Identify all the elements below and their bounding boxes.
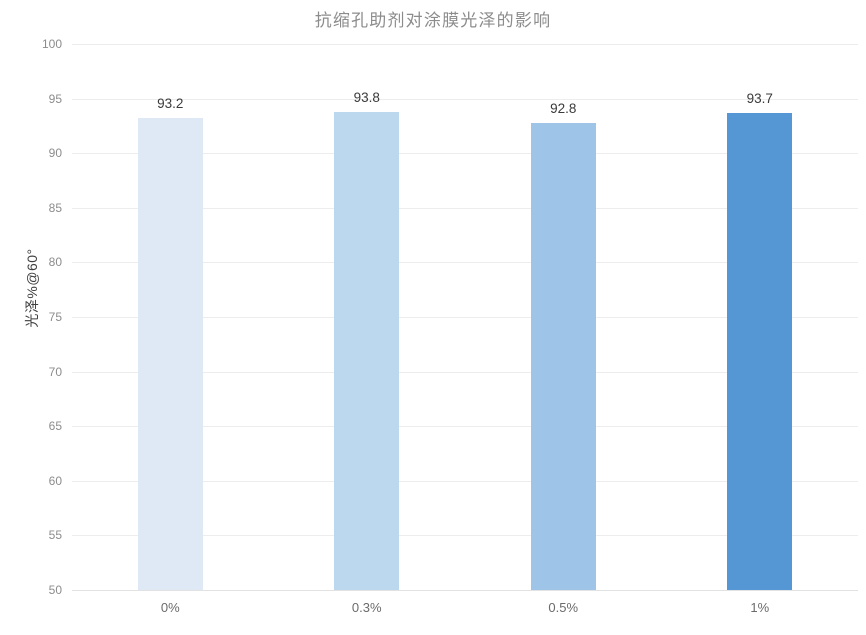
chart-title: 抗缩孔助剂对涂膜光泽的影响 [314,11,552,30]
gridline [72,317,858,318]
y-axis-tick-label: 50 [48,583,62,597]
y-axis-tick-label: 55 [48,528,62,543]
x-axis-tick-label: 0.3% [351,600,382,615]
gridline [72,44,858,45]
x-axis-tick-label: 0.5% [548,600,579,615]
x-axis-tick-label: 0% [160,600,180,615]
gridline [72,153,858,155]
bar[interactable] [530,122,596,590]
y-axis-tick-label: 70 [48,364,62,379]
y-axis-tick-label: 75 [48,310,62,324]
bar-value-label: 93.2 [157,96,184,112]
gridline [72,371,858,373]
bar[interactable] [727,112,793,590]
bar-value-label: 92.8 [550,100,577,116]
plot-area: 93.2 93.8 92.8 93.7 [72,44,858,591]
y-axis-tick-labels: 100 95 90 85 80 75 70 65 60 55 50 [0,37,62,597]
gridline [72,426,858,428]
y-axis-tick-label: 60 [48,473,62,488]
gridline [72,480,858,482]
y-axis-tick-label: 85 [48,200,62,215]
x-axis-tick-label: 1% [750,600,770,615]
y-axis-tick-label: 95 [48,91,62,106]
gridline [72,207,858,209]
y-axis-tick-label: 100 [41,37,62,51]
gridline [72,590,858,591]
bar[interactable] [137,118,203,590]
bar[interactable] [334,111,400,590]
gridline [72,262,858,264]
y-axis-tick-label: 80 [48,255,62,270]
bar-value-label: 93.8 [353,89,380,105]
gridline [72,535,858,537]
y-axis-tick-label: 90 [48,146,62,161]
gridline [72,98,858,100]
bar-value-label: 93.7 [746,90,773,106]
y-axis-tick-label: 65 [48,419,62,434]
